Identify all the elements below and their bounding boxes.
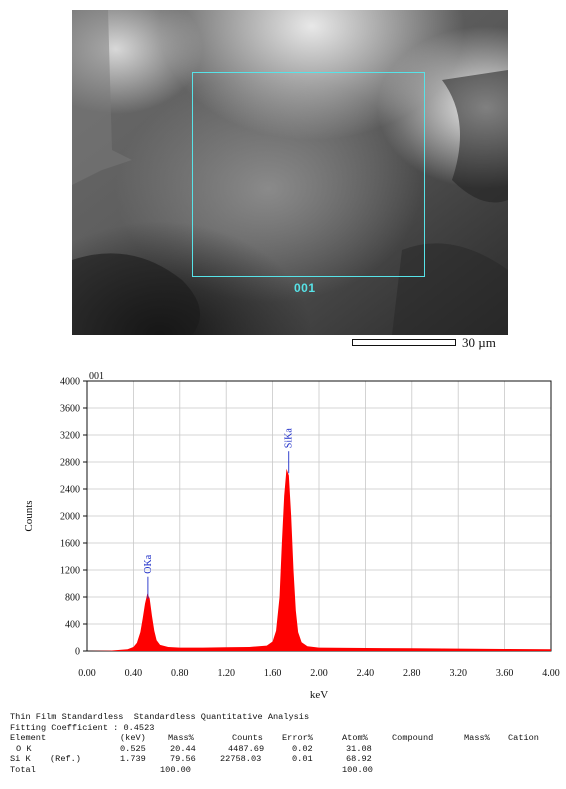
header-compound: Compound: [392, 733, 434, 743]
x-tick-label: 2.00: [310, 668, 328, 679]
roi-label: 001: [294, 281, 316, 295]
x-tick-labels: 0.00 0.40 0.80 1.20 1.60 2.00 2.40 2.80 3.20 3.60…: [78, 668, 560, 679]
header-error: Error%: [282, 733, 313, 743]
x-tick-label: 2.80: [403, 668, 421, 679]
y-tick-label: 3600: [60, 404, 80, 415]
quant-table: Thin Film Standardless Standardless Quan…: [10, 712, 558, 775]
total-row: Total 100.00 100.00: [10, 764, 373, 775]
x-tick-label: 0.80: [171, 668, 189, 679]
chart-title: 001: [89, 371, 104, 382]
quant-header-row: Element (keV) Mass% Counts Error% Atom% …: [10, 733, 558, 744]
sem-micrograph: [72, 10, 508, 335]
y-tick-label: 800: [65, 593, 80, 604]
header-counts: Counts: [232, 733, 263, 743]
roi-box: [192, 72, 425, 277]
peak-label: OKa: [143, 554, 154, 573]
y-axis-label: Counts: [23, 500, 35, 531]
y-tick-label: 400: [65, 620, 80, 631]
x-tick-label: 3.20: [449, 668, 467, 679]
y-tick-label: 2800: [60, 458, 80, 469]
header-cation: Cation: [508, 733, 539, 743]
y-tick-label: 1200: [60, 566, 80, 577]
x-tick-label: 3.60: [496, 668, 514, 679]
y-tick-label: 0: [75, 647, 80, 658]
header-atom: Atom%: [342, 733, 368, 743]
fitting-coefficient: Fitting Coefficient : 0.4523: [10, 722, 155, 733]
x-tick-label: 0.40: [125, 668, 143, 679]
peak-annotations: OKa SiKa: [143, 428, 295, 599]
x-tick-label: 4.00: [542, 668, 560, 679]
header-mass: Mass%: [168, 733, 194, 743]
header-kev: (keV): [120, 733, 146, 743]
y-tick-label: 1600: [60, 539, 80, 550]
table-row: O K 0.525 20.44 4487.69 0.02 31.08: [16, 743, 372, 754]
header-mass2: Mass%: [464, 733, 490, 743]
eds-spectrum-chart: 0.00 0.40 0.80 1.20 1.60 2.00 2.40 2.80 3.20 3.60…: [23, 371, 560, 701]
y-tick-labels: 0 400 800 1200 1600 2000 2400 2800 3200 3600 4000: [60, 377, 87, 658]
peak-label: SiKa: [284, 428, 295, 449]
y-tick-label: 3200: [60, 431, 80, 442]
chart-grid: [87, 381, 551, 651]
quant-title: Thin Film Standardless Standardless Quan…: [10, 712, 310, 722]
x-axis-label: keV: [310, 689, 328, 701]
header-element: Element: [10, 733, 47, 743]
x-tick-label: 1.60: [264, 668, 282, 679]
table-row: Si K (Ref.) 1.739 79.56 22758.03 0.01 68…: [10, 754, 372, 764]
y-tick-label: 2000: [60, 512, 80, 523]
y-tick-label: 2400: [60, 485, 80, 496]
x-tick-label: 0.00: [78, 668, 96, 679]
x-tick-label: 1.20: [217, 668, 235, 679]
x-tick-label: 2.40: [357, 668, 375, 679]
scale-label: 30 µm: [462, 335, 496, 350]
scale-bar: [352, 339, 456, 346]
y-tick-label: 4000: [60, 377, 80, 388]
